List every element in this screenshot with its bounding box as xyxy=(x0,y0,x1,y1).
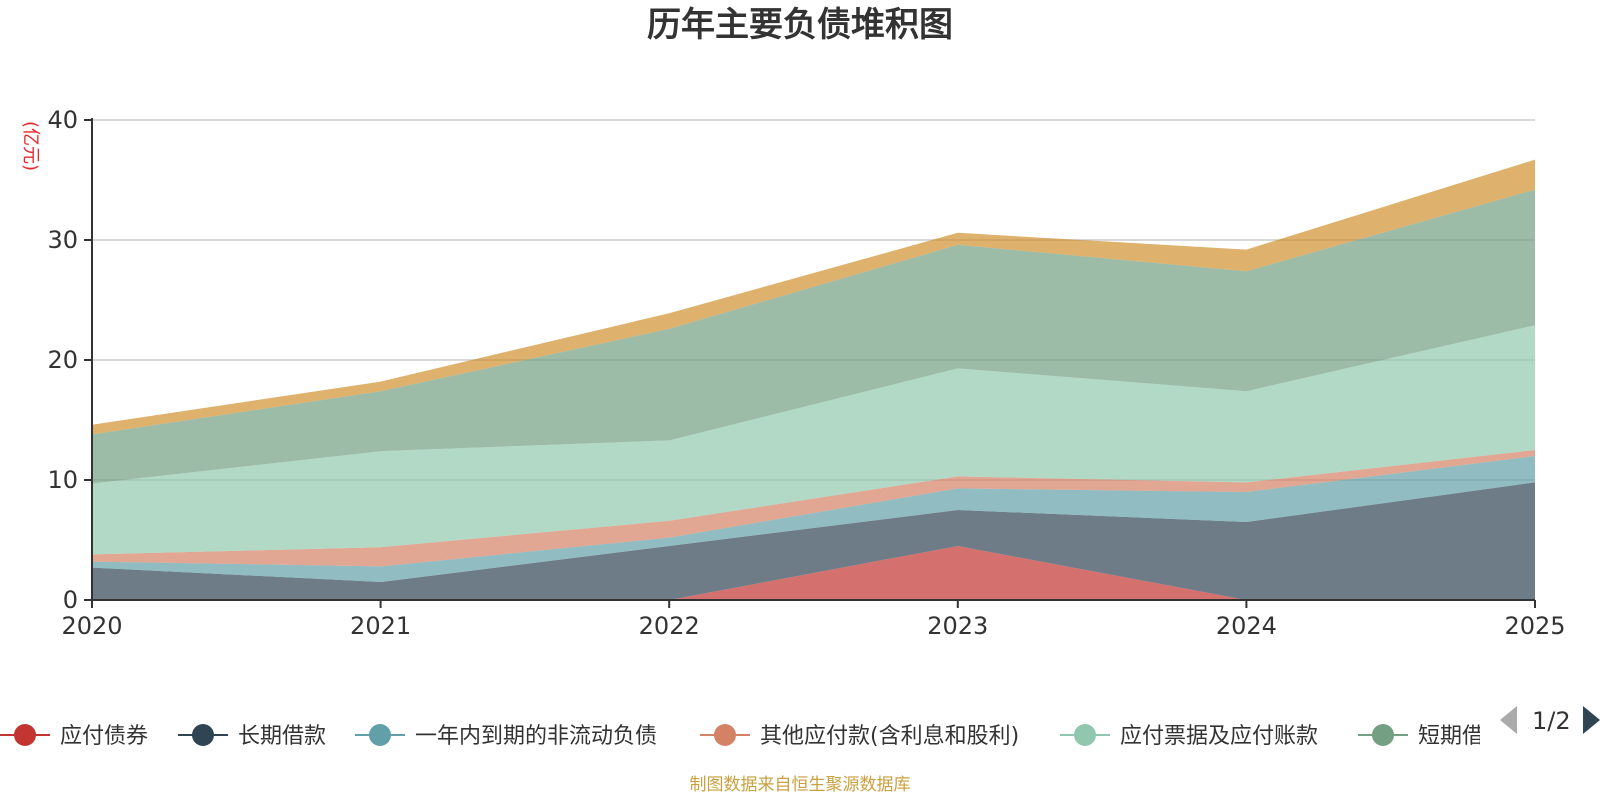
legend-circle-marker xyxy=(14,724,36,746)
legend-pager: 1/2 xyxy=(1500,706,1600,735)
legend-prev-arrow-icon[interactable] xyxy=(1500,706,1517,734)
legend-label: 应付债券 xyxy=(60,724,148,749)
legend-circle-marker xyxy=(192,724,214,746)
area-series-6[interactable] xyxy=(92,159,1535,435)
chart-title: 历年主要负债堆积图 xyxy=(647,5,953,45)
y-axis-unit-label: (亿元) xyxy=(20,121,41,171)
legend-circle-marker xyxy=(1372,724,1394,746)
x-tick-label: 2025 xyxy=(1504,612,1565,640)
legend-label: 一年内到期的非流动负债 xyxy=(415,724,657,749)
legend-label: 其他应付款(含利息和股利) xyxy=(760,724,1019,749)
area-series-2[interactable] xyxy=(92,456,1535,582)
y-tick-label: 30 xyxy=(47,226,78,254)
legend-label: 长期借款 xyxy=(238,724,326,749)
area-series-4[interactable] xyxy=(92,325,1535,555)
legend-item-3[interactable]: 其他应付款(含利息和股利) xyxy=(700,724,1019,749)
y-tick-label: 20 xyxy=(47,346,78,374)
y-tick-label: 0 xyxy=(63,586,78,614)
legend-label: 短期借款 xyxy=(1418,724,1506,749)
x-tick-label: 2020 xyxy=(61,612,122,640)
legend-item-1[interactable]: 长期借款 xyxy=(178,724,326,749)
y-tick-label: 10 xyxy=(47,466,78,494)
legend-item-5[interactable]: 短期借款 xyxy=(1358,724,1506,749)
legend-circle-marker xyxy=(369,724,391,746)
area-series-1[interactable] xyxy=(92,482,1535,600)
stacked-areas xyxy=(92,159,1535,600)
legend-item-4[interactable]: 应付票据及应付账款 xyxy=(1060,724,1318,749)
area-series-5[interactable] xyxy=(92,189,1535,484)
legend-item-0[interactable]: 应付债券 xyxy=(0,724,148,749)
area-series-3[interactable] xyxy=(92,450,1535,567)
legend-circle-marker xyxy=(714,724,736,746)
x-tick-label: 2024 xyxy=(1216,612,1277,640)
axes: 0 10 20 30 40 2020 2021 2022 2023 2024 2025 xyxy=(47,106,1565,640)
data-source-note: 制图数据来自恒生聚源数据库 xyxy=(690,775,911,795)
legend: 应付债券 长期借款 一年内到期的非流动负债 其他应付款(含利息和股利) 应付票据及应付账… xyxy=(0,724,1506,749)
legend-next-arrow-icon[interactable] xyxy=(1583,706,1600,734)
x-tick-label: 2022 xyxy=(639,612,700,640)
legend-label: 应付票据及应付账款 xyxy=(1120,724,1318,749)
x-tick-label: 2021 xyxy=(350,612,411,640)
y-tick-label: 40 xyxy=(47,106,78,134)
x-tick-label: 2023 xyxy=(927,612,988,640)
legend-circle-marker xyxy=(1074,724,1096,746)
legend-item-2[interactable]: 一年内到期的非流动负债 xyxy=(355,724,657,749)
legend-page-indicator: 1/2 xyxy=(1532,707,1571,735)
